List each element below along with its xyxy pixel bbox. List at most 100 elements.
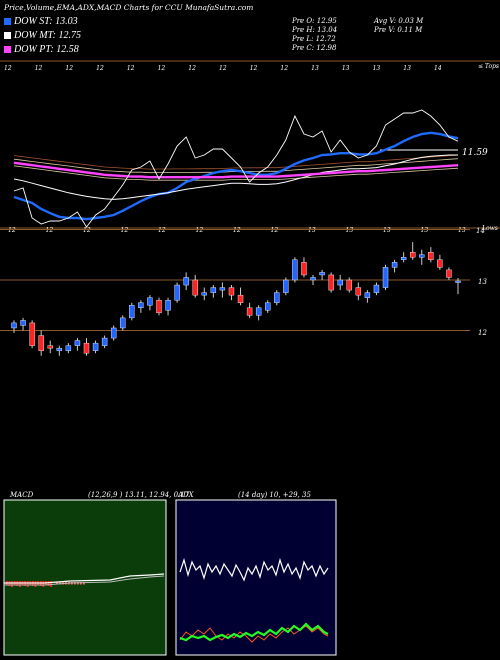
candle-body: [310, 277, 316, 281]
candle-body: [147, 297, 153, 306]
candle-body: [265, 302, 271, 311]
candle-body: [437, 259, 443, 268]
candle-body: [74, 340, 81, 346]
legend-dow-pt: DOW PT: 12.58: [4, 44, 79, 55]
candle-body: [110, 327, 117, 339]
candle-body: [255, 307, 262, 316]
macd-bar: [19, 581, 21, 587]
macd-line: [4, 573, 165, 584]
candle-body: [274, 292, 280, 303]
candle-body: [38, 335, 44, 351]
candle-body: [47, 345, 53, 349]
ema-bottom-label: 12: [8, 227, 16, 234]
ema-bottom-labels: 12 12 12 12 12 12 12 12 13 13 13 13 13: [8, 227, 466, 234]
candles: [11, 242, 461, 356]
close-price-line: [13, 109, 459, 228]
macd-bar: [42, 581, 45, 587]
candle-body: [56, 347, 63, 351]
candle-body: [11, 322, 17, 329]
volume-prev: Pre V: 0.11 M: [374, 26, 423, 34]
legend-dow-st: DOW ST: 13.03: [4, 16, 78, 27]
chart-title: Price,Volume,EMA,ADX,MACD Charts for CCU…: [4, 3, 254, 12]
ema-top-label: 12: [127, 65, 135, 72]
candle-body: [328, 274, 334, 291]
ema-bottom-label: 12: [121, 227, 129, 234]
candle-body: [138, 302, 144, 308]
ohlc-open: Pre O: 12.95: [292, 17, 337, 25]
candle-corner-label: Lows: [481, 225, 498, 232]
candle-body: [419, 254, 425, 258]
ema-bottom-label: 13: [458, 227, 466, 234]
macd-label: MACD: [9, 491, 34, 499]
macd-panel: [3, 499, 167, 656]
ema-close-line: [13, 109, 459, 228]
ema-top-label: 13: [403, 65, 411, 72]
candle-body: [120, 317, 126, 329]
ohlc-close: Pre C: 12.98: [292, 44, 337, 52]
candle-body: [428, 252, 434, 261]
candle-body: [391, 262, 398, 268]
candle-body: [92, 342, 99, 351]
candle-body: [373, 284, 380, 293]
volume-avg: Avg V: 0.03 M: [374, 17, 424, 25]
candle-body: [355, 287, 362, 296]
macd-bar: [11, 581, 13, 587]
ema-bottom-label: 13: [383, 227, 391, 234]
macd-signal-line: [4, 575, 165, 586]
candle-body: [165, 300, 171, 311]
ema-top-label: 12: [250, 65, 258, 72]
candle-body: [29, 322, 35, 346]
ema-line-st: [13, 131, 459, 221]
ema-bottom-label: 13: [308, 227, 316, 234]
macd-bar: [80, 582, 82, 585]
ema-band-line: [13, 154, 459, 170]
ema-top-label: 13: [311, 65, 319, 72]
adx-di-plus-line: [179, 557, 329, 582]
candle-body: [346, 279, 352, 291]
ema-top-label: 12: [96, 65, 104, 72]
legend-swatch: [4, 46, 11, 53]
ema-top-label: 12: [188, 65, 196, 72]
candle-body: [156, 300, 162, 314]
macd-bar: [50, 581, 52, 587]
candle-body: [219, 287, 226, 291]
level-label-13: 13: [478, 278, 487, 286]
ohlc-high: Pre H: 13.04: [292, 26, 338, 34]
adx-values: (14 day) 10, +29, 35: [238, 491, 311, 499]
candle-body: [228, 287, 235, 296]
ema-top-label: 12: [280, 65, 288, 72]
macd-values: (12,26,9 ) 13.11, 12.94, 0.17: [88, 491, 190, 499]
legend-swatch: [4, 32, 11, 39]
ema-top-label: 12: [35, 65, 43, 72]
ohlc-low: Pre L: 12.72: [292, 35, 336, 43]
ema-bottom-label: 13: [346, 227, 354, 234]
candle-body: [129, 305, 135, 319]
ema-lines: [13, 131, 459, 221]
ema-top-label: 12: [158, 65, 166, 72]
ema-bottom-label: 12: [83, 227, 91, 234]
legend-label: DOW MT: 12.75: [14, 30, 81, 41]
candle-body: [446, 269, 452, 278]
adx-label: ADX: [177, 491, 195, 499]
ema-top-labels: 12 12 12 12 12 12 12 12 12 12 13 13 13 13 14: [4, 65, 442, 72]
ema-line-mt: [13, 154, 458, 200]
ema-top-label: 12: [65, 65, 73, 72]
macd-bar: [34, 581, 37, 587]
candle-body: [382, 267, 389, 288]
ema-bottom-label: 13: [421, 227, 429, 234]
legend-swatch: [4, 18, 11, 25]
candle-body: [192, 279, 198, 296]
candle-body: [210, 287, 217, 293]
level-label-12: 12: [478, 329, 487, 337]
adx-di-minus-line: [179, 625, 329, 643]
candle-body: [65, 345, 72, 351]
candle-body: [337, 279, 343, 286]
candle-body: [101, 337, 108, 346]
ema-bottom-label: 12: [233, 227, 241, 234]
candle-body: [409, 252, 416, 258]
ema-bottom-label: 12: [158, 227, 166, 234]
candle-body: [319, 272, 325, 276]
candle-body: [183, 277, 189, 286]
ema-band-line: [13, 165, 459, 181]
